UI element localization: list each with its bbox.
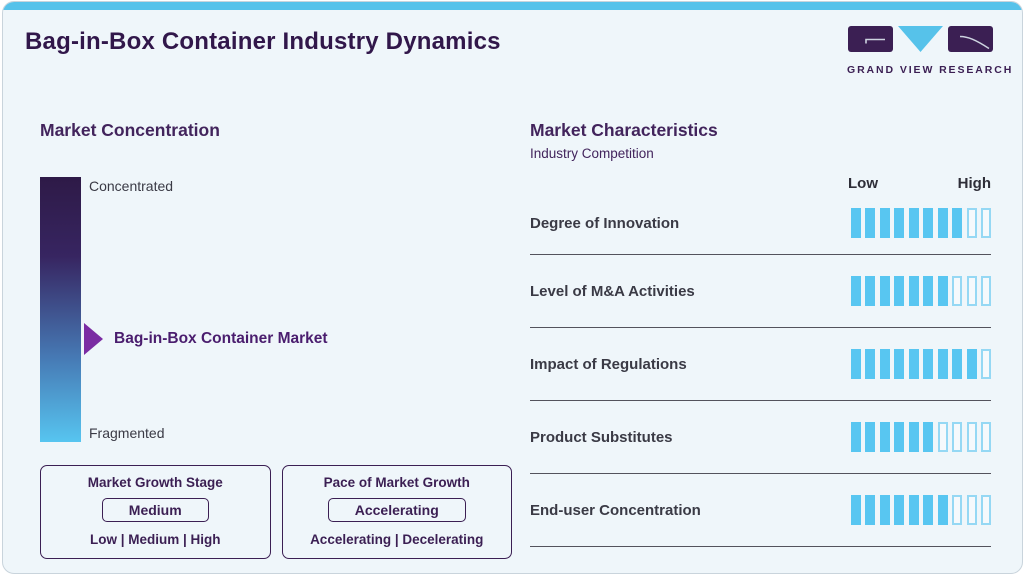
rating-bar-filled — [865, 276, 875, 306]
rating-bar-filled — [908, 208, 919, 238]
rating-bar-empty — [966, 495, 977, 525]
fragmented-label: Fragmented — [89, 425, 165, 441]
rating-bar-filled — [850, 208, 861, 238]
rating-bar-filled — [865, 208, 875, 238]
rating-bar-filled — [894, 349, 904, 379]
rating-bar-filled — [879, 349, 890, 379]
growth-stage-title: Market Growth Stage — [87, 475, 223, 490]
pace-title: Pace of Market Growth — [323, 475, 470, 490]
rating-bar-filled — [923, 276, 933, 306]
rating-bar-filled — [850, 495, 861, 525]
characteristic-label: End-user Concentration — [530, 501, 701, 519]
market-concentration-heading: Market Concentration — [40, 120, 220, 140]
rating-bar-filled — [923, 422, 933, 452]
rating-bar-filled — [879, 208, 890, 238]
rating-bar-empty — [981, 349, 991, 379]
rating-bar-empty — [952, 422, 962, 452]
growth-stage-value: Medium — [101, 498, 209, 522]
rating-bars — [850, 422, 991, 452]
rating-bar-filled — [937, 276, 948, 306]
scale-low-label: Low — [848, 175, 878, 192]
rating-bar-filled — [908, 349, 919, 379]
market-growth-stage-box: Market Growth Stage Medium Low | Medium … — [40, 465, 271, 559]
characteristic-row: Degree of Innovation — [530, 192, 991, 255]
pace-options: Accelerating | Decelerating — [310, 532, 484, 547]
rating-bar-filled — [879, 495, 890, 525]
rating-bar-filled — [879, 276, 890, 306]
growth-boxes: Market Growth Stage Medium Low | Medium … — [40, 465, 512, 559]
rating-bar-filled — [923, 495, 933, 525]
concentrated-label: Concentrated — [89, 178, 174, 194]
gvr-logo-icon — [848, 26, 993, 52]
rating-bar-filled — [894, 495, 904, 525]
characteristic-row: End-user Concentration — [530, 474, 991, 547]
market-characteristics-section: Market Characteristics Industry Competit… — [530, 85, 1022, 559]
rating-bar-empty — [981, 495, 991, 525]
scale-high-label: High — [957, 175, 991, 192]
characteristic-label: Product Substitutes — [530, 428, 673, 446]
rating-bars — [850, 495, 991, 525]
rating-bar-filled — [865, 422, 875, 452]
growth-stage-options: Low | Medium | High — [89, 532, 221, 547]
grand-view-research-logo: GRAND VIEW RESEARCH — [847, 26, 1014, 76]
characteristic-row: Level of M&A Activities — [530, 255, 991, 328]
rating-bar-filled — [894, 422, 904, 452]
rating-bar-filled — [937, 208, 948, 238]
rating-bar-filled — [894, 208, 904, 238]
rating-bar-empty — [981, 208, 991, 238]
rating-bar-filled — [923, 208, 933, 238]
concentration-gradient-bar — [40, 177, 81, 442]
rating-bar-empty — [966, 422, 977, 452]
header: Bag-in-Box Container Industry Dynamics G… — [3, 10, 1022, 85]
rating-bar-filled — [952, 208, 962, 238]
rating-bar-empty — [952, 276, 962, 306]
rating-bar-filled — [850, 422, 861, 452]
rating-bar-filled — [908, 422, 919, 452]
rating-bar-filled — [865, 495, 875, 525]
market-position-pointer: Bag-in-Box Container Market — [84, 323, 328, 355]
top-accent-bar — [3, 2, 1022, 10]
pace-value: Accelerating — [327, 498, 466, 522]
characteristics-rows: Degree of Innovation Level of M&A Activi… — [530, 192, 991, 547]
rating-bar-empty — [937, 422, 948, 452]
rating-bar-empty — [966, 276, 977, 306]
rating-bar-empty — [981, 276, 991, 306]
rating-bars — [850, 276, 991, 306]
rating-bar-filled — [923, 349, 933, 379]
rating-bar-filled — [894, 276, 904, 306]
market-concentration-section: Market Concentration Concentrated Fragme… — [3, 85, 530, 559]
rating-bars — [850, 208, 991, 238]
rating-bar-empty — [966, 208, 977, 238]
market-characteristics-heading: Market Characteristics — [530, 120, 718, 140]
industry-competition-subtitle: Industry Competition — [530, 146, 654, 161]
main-content: Market Concentration Concentrated Fragme… — [3, 85, 1022, 559]
rating-bar-filled — [966, 349, 977, 379]
rating-bar-empty — [981, 422, 991, 452]
characteristic-row: Impact of Regulations — [530, 328, 991, 401]
market-name-label: Bag-in-Box Container Market — [114, 330, 328, 347]
rating-bar-filled — [937, 495, 948, 525]
concentration-gradient-area: Concentrated Fragmented Bag-in-Box Conta… — [40, 177, 510, 442]
page-title: Bag-in-Box Container Industry Dynamics — [25, 28, 501, 55]
rating-bar-filled — [850, 276, 861, 306]
scale-header: Low High — [848, 175, 991, 192]
characteristic-label: Degree of Innovation — [530, 214, 680, 232]
rating-bar-empty — [952, 495, 962, 525]
characteristic-row: Product Substitutes — [530, 401, 991, 474]
rating-bar-filled — [937, 349, 948, 379]
rating-bar-filled — [865, 349, 875, 379]
pace-of-growth-box: Pace of Market Growth Accelerating Accel… — [281, 465, 512, 559]
characteristic-label: Impact of Regulations — [530, 355, 687, 373]
rating-bar-filled — [908, 276, 919, 306]
rating-bar-filled — [879, 422, 890, 452]
logo-wordmark: GRAND VIEW RESEARCH — [847, 64, 1014, 76]
characteristic-label: Level of M&A Activities — [530, 282, 695, 300]
rating-bars — [850, 349, 991, 379]
arrow-right-icon — [84, 323, 103, 355]
rating-bar-filled — [952, 349, 962, 379]
rating-bar-filled — [908, 495, 919, 525]
rating-bar-filled — [850, 349, 861, 379]
